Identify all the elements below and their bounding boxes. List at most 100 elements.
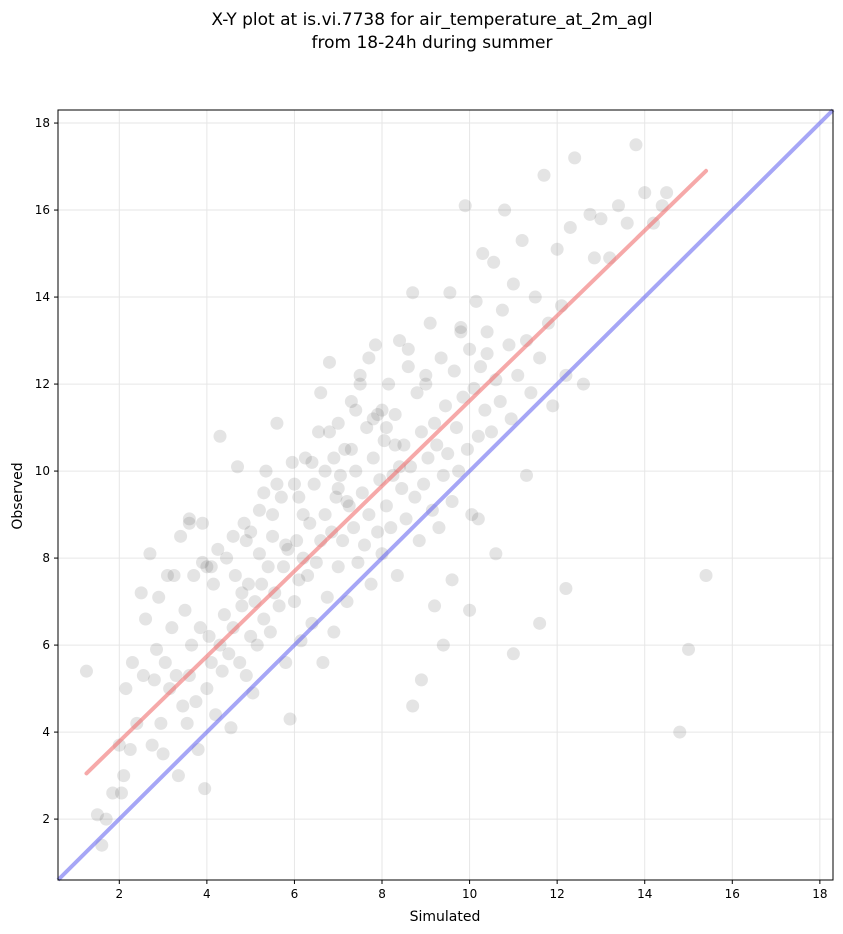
data-point	[559, 582, 573, 596]
data-point	[401, 342, 415, 356]
data-point	[224, 721, 238, 735]
plot-area-frame	[57, 109, 834, 881]
data-point	[434, 351, 448, 365]
data-point	[375, 403, 389, 417]
data-point	[257, 612, 271, 626]
data-point	[200, 560, 214, 574]
data-point	[546, 399, 560, 413]
data-point	[305, 455, 319, 469]
identity-line	[56, 108, 835, 882]
data-point	[327, 625, 341, 639]
data-point	[255, 577, 269, 591]
data-point	[119, 682, 133, 696]
x-tick-label: 4	[203, 887, 211, 901]
data-point	[263, 625, 277, 639]
data-point	[587, 251, 601, 265]
data-point	[160, 568, 174, 582]
data-point	[189, 695, 203, 709]
data-point	[204, 655, 218, 669]
data-point	[167, 568, 181, 582]
x-tick-label: 2	[115, 887, 123, 901]
data-point	[362, 508, 376, 522]
data-point	[318, 508, 332, 522]
data-point	[474, 360, 488, 374]
data-point	[318, 464, 332, 478]
data-point	[338, 442, 352, 456]
data-point	[524, 386, 538, 400]
data-point	[454, 321, 468, 335]
data-point	[406, 699, 420, 713]
data-point	[550, 242, 564, 256]
data-point	[528, 290, 542, 304]
data-point	[393, 334, 407, 348]
data-point	[357, 538, 371, 552]
data-point	[331, 416, 345, 430]
data-point	[406, 286, 420, 300]
data-point	[185, 638, 199, 652]
data-point	[195, 555, 209, 569]
data-point	[443, 286, 457, 300]
data-point	[213, 429, 227, 443]
data-point	[366, 451, 380, 465]
data-point	[498, 203, 512, 217]
x-tick-label: 6	[291, 887, 299, 901]
data-point	[169, 669, 183, 683]
data-point	[165, 621, 179, 635]
data-point	[217, 608, 231, 622]
data-point	[447, 364, 461, 378]
y-tick-label: 14	[35, 290, 50, 304]
data-point	[285, 455, 299, 469]
data-point	[331, 560, 345, 574]
data-point	[340, 495, 354, 509]
data-point	[182, 512, 196, 526]
data-point	[456, 390, 470, 404]
data-point	[408, 490, 422, 504]
data-point	[487, 255, 501, 269]
data-point	[366, 412, 380, 426]
data-point	[220, 551, 234, 565]
data-point	[136, 669, 150, 683]
data-point	[347, 521, 361, 535]
data-point	[195, 516, 209, 530]
data-point	[193, 621, 207, 635]
data-point	[362, 351, 376, 365]
data-point	[228, 568, 242, 582]
data-point	[428, 599, 442, 613]
data-point	[233, 655, 247, 669]
data-point	[259, 464, 273, 478]
data-point	[344, 394, 358, 408]
data-point	[629, 138, 643, 152]
data-point	[349, 403, 363, 417]
data-point	[476, 247, 490, 261]
data-point	[515, 234, 529, 248]
data-point	[198, 782, 212, 796]
data-point	[307, 477, 321, 491]
grid	[58, 110, 833, 880]
data-point	[493, 394, 507, 408]
data-point	[458, 199, 472, 213]
data-point	[430, 438, 444, 452]
data-point	[506, 647, 520, 661]
x-axis-ticks: 2 4 6 8 10 12 14 16 18	[115, 880, 828, 901]
data-point	[226, 529, 240, 543]
data-point	[419, 377, 433, 391]
data-point	[276, 560, 290, 574]
data-point	[583, 207, 597, 221]
data-point	[511, 368, 525, 382]
data-point	[322, 355, 336, 369]
data-point	[125, 655, 139, 669]
data-point	[117, 769, 131, 783]
x-tick-label: 12	[550, 887, 565, 901]
data-point	[320, 590, 334, 604]
data-point	[419, 368, 433, 382]
data-point	[292, 573, 306, 587]
data-point	[576, 377, 590, 391]
data-point	[594, 212, 608, 226]
data-point	[471, 429, 485, 443]
data-point	[417, 477, 431, 491]
data-point	[414, 425, 428, 439]
data-point	[171, 769, 185, 783]
data-point	[303, 516, 317, 530]
data-point	[344, 442, 358, 456]
data-point	[460, 442, 474, 456]
